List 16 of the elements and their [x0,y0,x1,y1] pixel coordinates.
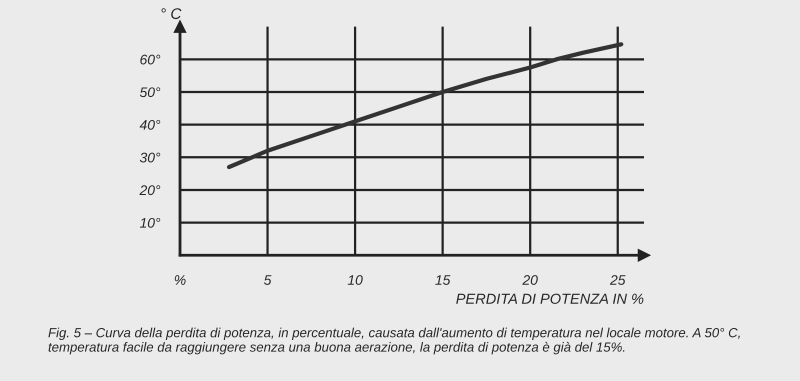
x-tick-label: % [174,275,186,285]
y-tick-label: 50° [140,87,160,98]
caption: Fig. 5 – Curva della perdita di potenza, in percentuale, causata dall'aumento di temperatura nel locale motore. A 50° C, temperatura facile da raggiungere senza una buona aerazione, la perdita di potenza è già del 15%. [48,328,740,354]
y-tick-label: 60° [140,54,160,64]
x-tick-label: 25 [610,275,626,285]
y-axis-title: ° C [161,8,182,20]
x-tick-label: 20 [522,275,538,285]
x-tick-label: 15 [435,275,450,285]
y-tick-label: 40° [140,120,160,130]
x-tick-label: 5 [264,275,272,285]
x-tick-label: 10 [348,275,363,285]
line-series [226,42,624,170]
x-axis-title: PERDITA DI POTENZA IN % [456,294,644,304]
y-tick-label: 10° [140,218,160,228]
y-tick-label: 30° [140,152,160,162]
y-tick-label: 20° [139,185,160,196]
